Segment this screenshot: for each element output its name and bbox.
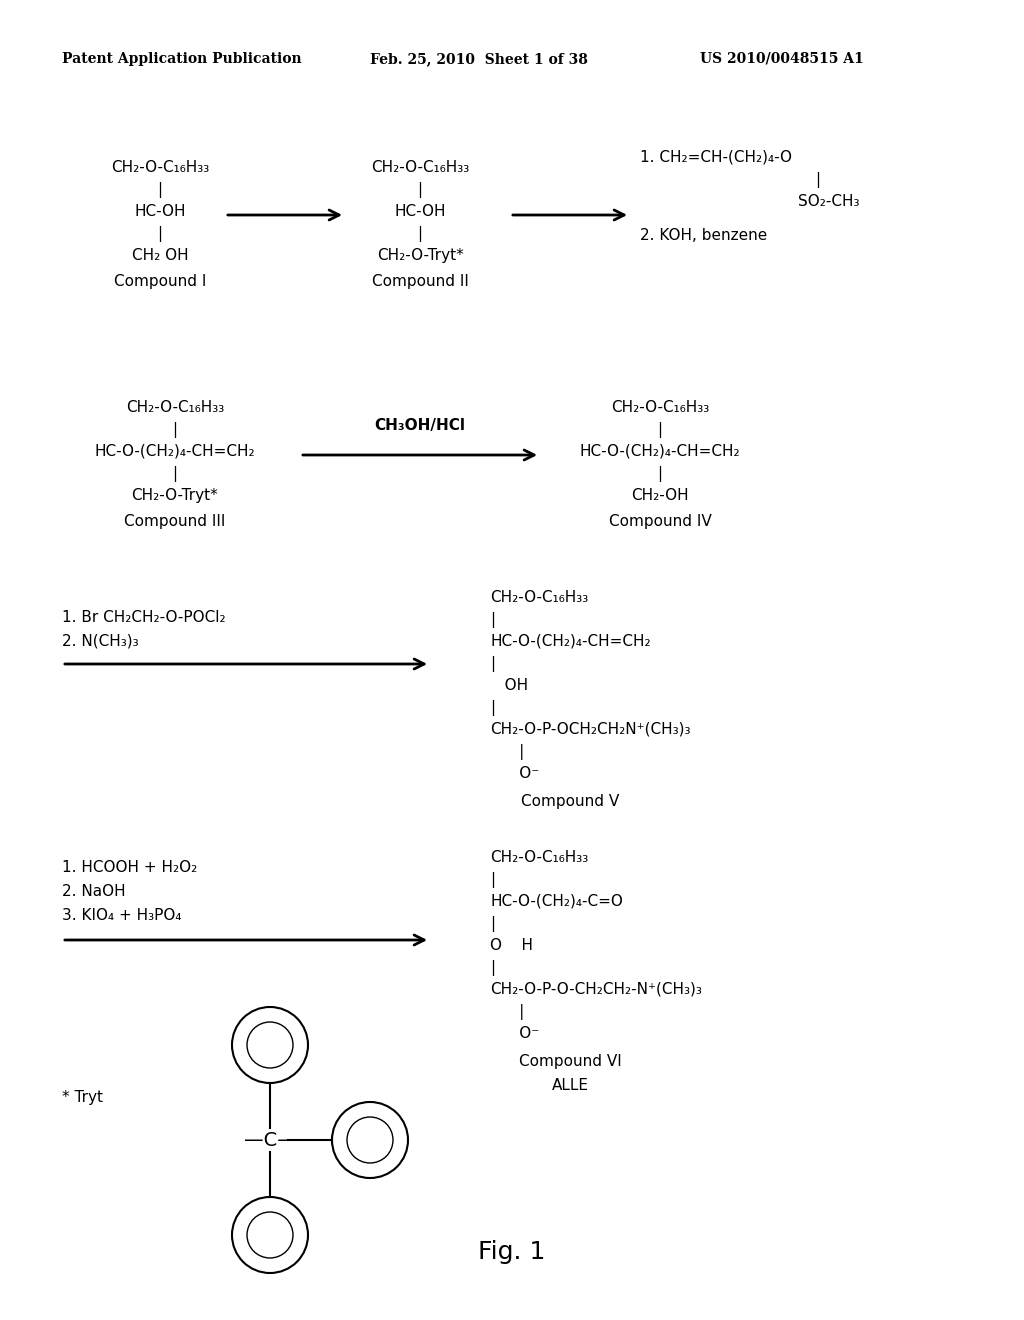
- Text: |: |: [657, 466, 663, 482]
- Text: CH₂-O-C₁₆H₃₃: CH₂-O-C₁₆H₃₃: [490, 850, 588, 865]
- Text: Compound VI: Compound VI: [518, 1053, 622, 1069]
- Text: Feb. 25, 2010  Sheet 1 of 38: Feb. 25, 2010 Sheet 1 of 38: [370, 51, 588, 66]
- Text: Compound IV: Compound IV: [608, 513, 712, 529]
- Text: CH₂-O-C₁₆H₃₃: CH₂-O-C₁₆H₃₃: [371, 160, 469, 176]
- Text: |: |: [490, 1005, 524, 1020]
- Text: Patent Application Publication: Patent Application Publication: [62, 51, 302, 66]
- Text: CH₂-O-C₁₆H₃₃: CH₂-O-C₁₆H₃₃: [611, 400, 710, 414]
- Text: 2. KOH, benzene: 2. KOH, benzene: [640, 228, 767, 243]
- Text: ALLE: ALLE: [552, 1078, 589, 1093]
- Text: —C—: —C—: [244, 1130, 296, 1150]
- Text: |: |: [158, 182, 163, 198]
- Text: |: |: [815, 172, 820, 187]
- Text: CH₂-O-Tryt*: CH₂-O-Tryt*: [377, 248, 464, 263]
- Text: |: |: [158, 226, 163, 242]
- Text: Compound II: Compound II: [372, 275, 468, 289]
- Text: |: |: [490, 612, 496, 628]
- Text: |: |: [490, 916, 496, 932]
- Text: * Tryt: * Tryt: [62, 1090, 103, 1105]
- Text: Compound III: Compound III: [124, 513, 225, 529]
- Text: 1. CH₂=CH-(CH₂)₄-O: 1. CH₂=CH-(CH₂)₄-O: [640, 150, 792, 165]
- Text: CH₂-O-C₁₆H₃₃: CH₂-O-C₁₆H₃₃: [490, 590, 588, 605]
- Text: |: |: [490, 744, 524, 760]
- Text: HC-OH: HC-OH: [134, 205, 185, 219]
- Text: CH₂-O-P-OCH₂CH₂N⁺(CH₃)₃: CH₂-O-P-OCH₂CH₂N⁺(CH₃)₃: [490, 722, 690, 737]
- Text: 2. NaOH: 2. NaOH: [62, 884, 126, 899]
- Text: HC-O-(CH₂)₄-CH=CH₂: HC-O-(CH₂)₄-CH=CH₂: [94, 444, 255, 459]
- Text: CH₂-O-P-O-CH₂CH₂-N⁺(CH₃)₃: CH₂-O-P-O-CH₂CH₂-N⁺(CH₃)₃: [490, 982, 701, 997]
- Text: 2. N(CH₃)₃: 2. N(CH₃)₃: [62, 634, 138, 649]
- Text: CH₂ OH: CH₂ OH: [132, 248, 188, 263]
- Text: SO₂-CH₃: SO₂-CH₃: [798, 194, 859, 209]
- Text: Compound I: Compound I: [114, 275, 206, 289]
- Text: CH₂-OH: CH₂-OH: [631, 488, 689, 503]
- Text: 1. HCOOH + H₂O₂: 1. HCOOH + H₂O₂: [62, 861, 198, 875]
- Text: 3. KIO₄ + H₃PO₄: 3. KIO₄ + H₃PO₄: [62, 908, 181, 923]
- Text: 1. Br CH₂CH₂-O-POCl₂: 1. Br CH₂CH₂-O-POCl₂: [62, 610, 225, 624]
- Text: |: |: [172, 422, 177, 438]
- Text: |: |: [657, 422, 663, 438]
- Text: O    H: O H: [490, 939, 534, 953]
- Text: CH₂-O-C₁₆H₃₃: CH₂-O-C₁₆H₃₃: [126, 400, 224, 414]
- Text: CH₂-O-C₁₆H₃₃: CH₂-O-C₁₆H₃₃: [111, 160, 209, 176]
- Text: |: |: [490, 873, 496, 888]
- Text: HC-O-(CH₂)₄-CH=CH₂: HC-O-(CH₂)₄-CH=CH₂: [490, 634, 650, 649]
- Text: |: |: [490, 960, 496, 975]
- Text: US 2010/0048515 A1: US 2010/0048515 A1: [700, 51, 864, 66]
- Text: Fig. 1: Fig. 1: [478, 1239, 546, 1265]
- Text: |: |: [490, 700, 496, 715]
- Text: OH: OH: [490, 678, 528, 693]
- Text: O⁻: O⁻: [490, 1026, 540, 1041]
- Text: Compound V: Compound V: [521, 795, 620, 809]
- Text: |: |: [172, 466, 177, 482]
- Text: HC-O-(CH₂)₄-CH=CH₂: HC-O-(CH₂)₄-CH=CH₂: [580, 444, 740, 459]
- Text: HC-OH: HC-OH: [394, 205, 445, 219]
- Text: HC-O-(CH₂)₄-C=O: HC-O-(CH₂)₄-C=O: [490, 894, 623, 909]
- Text: |: |: [418, 226, 423, 242]
- Text: CH₂-O-Tryt*: CH₂-O-Tryt*: [132, 488, 218, 503]
- Text: |: |: [490, 656, 496, 672]
- Text: CH₃OH/HCl: CH₃OH/HCl: [375, 418, 466, 433]
- Text: O⁻: O⁻: [490, 766, 540, 781]
- Text: |: |: [418, 182, 423, 198]
